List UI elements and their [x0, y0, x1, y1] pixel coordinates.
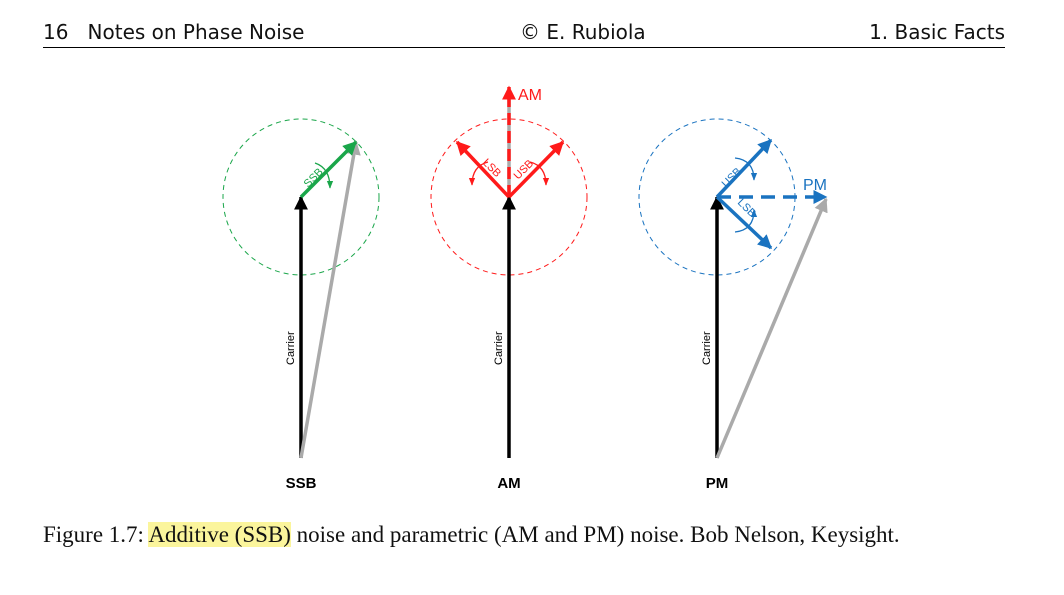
- section-title: 1. Basic Facts: [869, 20, 1005, 44]
- copyright-symbol: ©: [520, 20, 540, 44]
- page-number: 16: [43, 20, 69, 44]
- usb-arrow: [715, 138, 773, 199]
- pm-label: PM: [803, 177, 827, 194]
- caption-text: noise and parametric (AM and PM) noise. …: [296, 522, 900, 547]
- rotation-arrow-icon: [529, 161, 550, 186]
- am-panel: LSB USB AM Carrier AM: [430, 85, 588, 492]
- rotation-arrow-icon: [734, 209, 758, 233]
- book-title: Notes on Phase Noise: [87, 20, 305, 44]
- header-center: © E. Rubiola: [520, 20, 646, 44]
- am-circle: [430, 118, 588, 276]
- header-left: 16 Notes on Phase Noise: [43, 20, 304, 44]
- usb-label: USB: [512, 158, 536, 182]
- rotation-arrow-icon: [314, 162, 334, 189]
- lsb-label: LSB: [480, 157, 503, 180]
- ssb-panel: SSB Carrier SSB: [222, 118, 380, 492]
- usb-label: USB: [720, 166, 744, 190]
- rotation-arrow-icon: [734, 157, 758, 181]
- pm-panel: USB LSB PM Carrier PM: [638, 118, 828, 492]
- am-label: AM: [518, 87, 542, 104]
- highlighted-text: Additive (SSB): [148, 522, 291, 547]
- ssb-arrow: [299, 140, 358, 199]
- carrier-label: Carrier: [701, 331, 713, 365]
- panel-label: PM: [706, 475, 729, 492]
- caption-label: Figure 1.7:: [43, 522, 144, 547]
- resultant-arrow: [715, 197, 828, 459]
- author: E. Rubiola: [546, 20, 646, 44]
- rotation-arrow-icon: [468, 161, 489, 186]
- carrier-label: Carrier: [285, 331, 297, 365]
- header-rule: [43, 47, 1005, 48]
- carrier-label: Carrier: [493, 331, 505, 365]
- lsb-arrow: [715, 195, 773, 250]
- figure-caption: Figure 1.7: Additive (SSB) noise and par…: [43, 519, 1005, 551]
- resultant-arrow: [299, 140, 361, 459]
- usb-arrow: [507, 140, 565, 199]
- ssb-circle: [222, 118, 380, 276]
- panel-label: AM: [497, 475, 520, 492]
- panel-label: SSB: [286, 475, 317, 492]
- lsb-arrow: [455, 140, 511, 199]
- ssb-sideband-label: SSB: [302, 166, 326, 190]
